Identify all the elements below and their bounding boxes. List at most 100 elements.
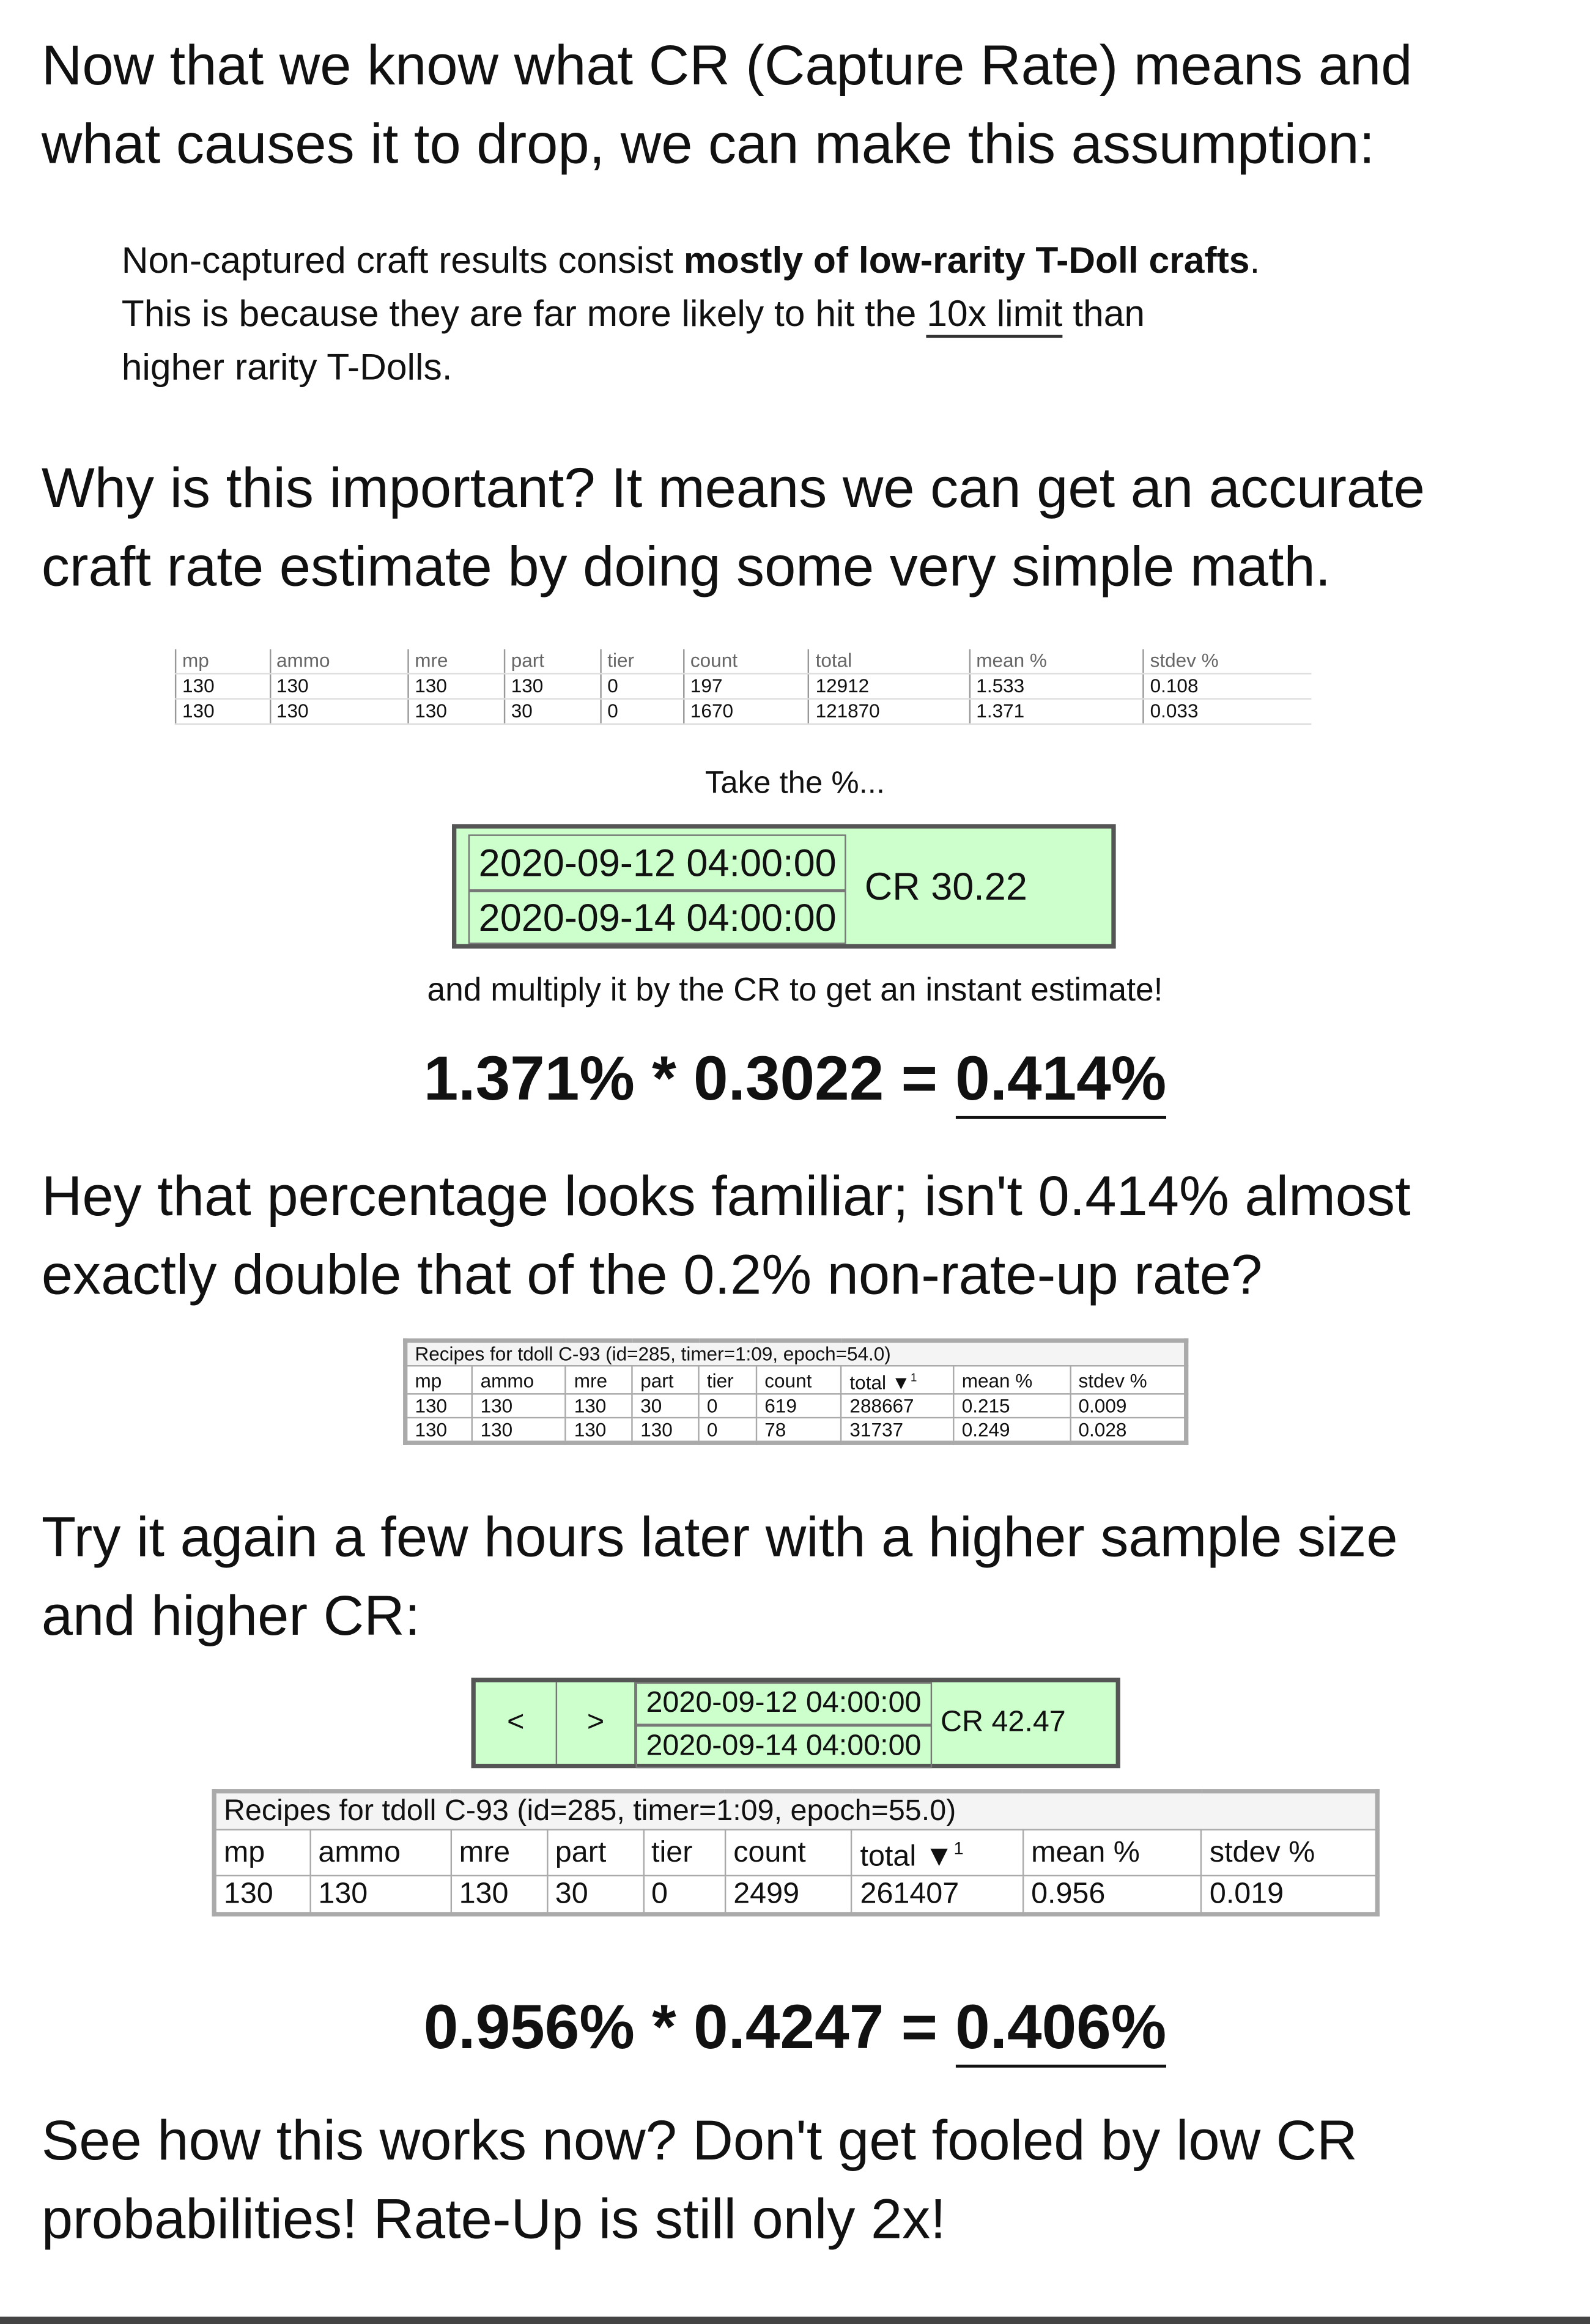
cell: 78 xyxy=(755,1417,843,1445)
header-cell: stdev % xyxy=(1142,649,1312,675)
cell: 130 xyxy=(471,1417,567,1445)
result: 0.406% xyxy=(955,1992,1167,2068)
recipe-table: Recipes for tdoll C-93 (id=285, timer=1:… xyxy=(212,1789,1380,1916)
cell: 0 xyxy=(600,698,684,725)
table-caption: Recipes for tdoll C-93 (id=285, timer=1:… xyxy=(213,1790,1378,1830)
equation: 0.956% * 0.4247 = 0.406% xyxy=(0,1992,1590,2068)
text: higher rarity T-Dolls. xyxy=(121,347,453,388)
cell: 30 xyxy=(503,698,601,725)
cell: 130 xyxy=(565,1417,634,1445)
closing-line: probabilities! Rate-Up is still only 2x! xyxy=(41,2189,946,2252)
header-cell: stdev % xyxy=(1069,1364,1187,1396)
cell: 130 xyxy=(404,1417,473,1445)
cr-box: < > 2020-09-12 04:00:00 2020-09-14 04:00:… xyxy=(471,1678,1120,1769)
header-text: mre xyxy=(415,649,448,672)
cell: 130 xyxy=(503,673,601,700)
cell: 130 xyxy=(404,1393,473,1419)
cell: 130 xyxy=(174,673,270,700)
header-text: mp xyxy=(182,649,209,672)
header-text: part xyxy=(640,1369,674,1391)
header-text: mp xyxy=(223,1836,265,1869)
header-cell: mre xyxy=(565,1364,634,1396)
heading-line: Hey that percentage looks familiar; isn'… xyxy=(41,1166,1411,1229)
cell: 288667 xyxy=(840,1393,955,1419)
next-button[interactable]: > xyxy=(557,1682,636,1764)
heading-line: craft rate estimate by doing some very s… xyxy=(41,536,1331,599)
header-text: count xyxy=(764,1369,812,1391)
header-text: tier xyxy=(706,1369,734,1391)
cell: 121870 xyxy=(808,698,970,725)
cell: 0 xyxy=(698,1393,758,1419)
heading-line: what causes it to drop, we can make this… xyxy=(41,114,1375,177)
cell: 30 xyxy=(631,1393,700,1419)
cell: 1.533 xyxy=(969,673,1144,700)
heading: Hey that percentage looks familiar; isn'… xyxy=(42,1159,1411,1316)
cell: 12912 xyxy=(808,673,970,700)
heading: Why is this important? It means we can g… xyxy=(42,451,1425,608)
header-text: part xyxy=(511,649,545,672)
header-cell: mp xyxy=(213,1829,311,1876)
caption: Take the %... xyxy=(704,766,886,801)
cell: 130 xyxy=(174,698,270,725)
date: 2020-09-14 04:00:00 xyxy=(635,1725,932,1769)
header-cell: mean % xyxy=(969,649,1144,675)
header-cell: total xyxy=(808,649,970,675)
cell: 619 xyxy=(755,1393,843,1419)
heading-line: and higher CR: xyxy=(41,1586,421,1648)
header-cell: mre xyxy=(407,649,505,675)
heading: Try it again a few hours later with a hi… xyxy=(42,1500,1398,1657)
cell: 0.009 xyxy=(1069,1393,1187,1419)
data-row: 130 130 130 130 0 197 12912 1.533 0.108 xyxy=(174,673,1312,700)
header-text: total ▼ xyxy=(849,1371,911,1394)
header-cell: mre xyxy=(450,1829,548,1876)
header-cell: tier xyxy=(600,649,684,675)
header-cell: tier xyxy=(642,1829,727,1876)
header-cell: ammo xyxy=(309,1829,452,1876)
result: 0.414% xyxy=(955,1043,1167,1119)
closing-line: See how this works now? Don't get fooled… xyxy=(41,2111,1358,2173)
cell: 0.033 xyxy=(1142,698,1312,725)
heading-line: Try it again a few hours later with a hi… xyxy=(41,1507,1398,1570)
header-text: total ▼ xyxy=(860,1840,954,1873)
caption: and multiply it by the CR to get an inst… xyxy=(427,971,1163,1008)
cell: 130 xyxy=(450,1874,548,1915)
cr-box: 2020-09-12 04:00:00 2020-09-14 04:00:00 C… xyxy=(452,824,1116,949)
prev-button[interactable]: < xyxy=(476,1682,558,1764)
underlined-text: 10x limit xyxy=(926,293,1063,338)
cell: 1670 xyxy=(682,698,809,725)
header-cell: tier xyxy=(698,1364,758,1396)
header-text: mean % xyxy=(961,1369,1033,1391)
sort-marker: 1 xyxy=(953,1838,964,1859)
cell: 0 xyxy=(600,673,684,700)
recipe-table: mp ammo mre part tier count total mean % stdev %… xyxy=(174,649,1312,725)
header-text: ammo xyxy=(318,1836,401,1869)
bottom-bar xyxy=(0,2316,1590,2324)
caption-row: Recipes for tdoll C-93 (id=285, timer=1:… xyxy=(404,1339,1187,1367)
header-cell: mp xyxy=(404,1364,473,1396)
expression: 1.371% * 0.3022 = xyxy=(423,1043,938,1114)
cell: 0.956 xyxy=(1022,1874,1202,1915)
header-text: total xyxy=(815,649,852,672)
header-cell: total ▼1 xyxy=(851,1829,1024,1876)
cell: 2499 xyxy=(724,1874,853,1915)
header-text: count xyxy=(690,649,738,672)
cell: 130 xyxy=(631,1417,700,1445)
header-cell: mean % xyxy=(953,1364,1071,1396)
cell: 1.371 xyxy=(969,698,1144,725)
text: Non-captured craft results consist xyxy=(121,240,684,282)
header-row: mp ammo mre part tier count total ▼1 mean % stde… xyxy=(404,1364,1187,1396)
note: Non-captured craft results consist mostl… xyxy=(122,234,1260,394)
cell: 130 xyxy=(213,1874,311,1915)
cr-value: CR 30.22 xyxy=(864,863,1027,908)
data-row: 130 130 130 30 0 2499 261407 0.956 0.019 xyxy=(213,1874,1378,1915)
heading-line: exactly double that of the 0.2% non-rate… xyxy=(41,1245,1263,1308)
header-text: ammo xyxy=(480,1369,534,1391)
cell: 130 xyxy=(268,673,409,700)
header-text: mean % xyxy=(976,649,1047,672)
text: . xyxy=(1249,240,1260,282)
heading: Now that we know what CR (Capture Rate) … xyxy=(42,28,1413,185)
heading-line: Why is this important? It means we can g… xyxy=(41,457,1425,520)
table-caption: Recipes for tdoll C-93 (id=285, timer=1:… xyxy=(404,1339,1187,1367)
header-row: mp ammo mre part tier count total mean % stdev % xyxy=(174,649,1312,675)
header-text: mre xyxy=(574,1369,607,1391)
